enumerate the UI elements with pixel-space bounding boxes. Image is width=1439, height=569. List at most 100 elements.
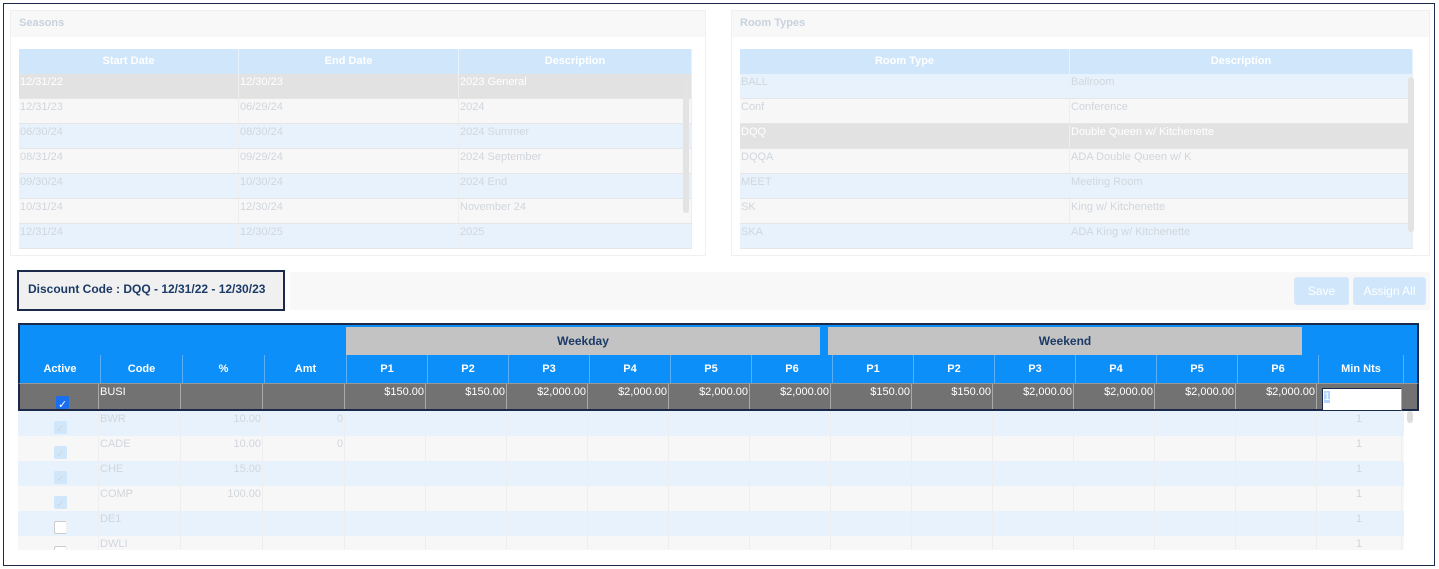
table-row[interactable]: DWLI 1 bbox=[18, 536, 1404, 550]
price-cell bbox=[1236, 511, 1317, 536]
price-cell[interactable]: $2,000.00 bbox=[1236, 384, 1317, 409]
price-cell bbox=[669, 511, 750, 536]
price-cell[interactable]: $150.00 bbox=[426, 384, 507, 409]
table-cell: MEET bbox=[740, 174, 1070, 198]
column-header-p6[interactable]: P6 bbox=[752, 355, 833, 383]
active-cell bbox=[18, 536, 99, 550]
column-header[interactable]: End Date bbox=[239, 49, 459, 74]
room-types-scrollbar[interactable] bbox=[1408, 77, 1414, 232]
table-row[interactable]: DQQ Double Queen w/ Kitchenette bbox=[740, 124, 1413, 149]
column-header-p4[interactable]: P4 bbox=[590, 355, 671, 383]
column-header-p1[interactable]: P1 bbox=[347, 355, 428, 383]
pct-cell[interactable] bbox=[181, 384, 263, 409]
table-row-selected[interactable]: ✓ BUSI $150.00 $150.00 $2,000.00 $2,000.00 $2,… bbox=[18, 383, 1419, 411]
action-bar bbox=[290, 272, 1430, 310]
active-checkbox[interactable]: ✓ bbox=[54, 496, 67, 510]
table-cell: 06/29/24 bbox=[239, 99, 459, 123]
column-header-[interactable]: % bbox=[183, 355, 265, 383]
table-cell: 2024 Summer bbox=[459, 124, 692, 148]
price-cell[interactable]: $150.00 bbox=[912, 384, 993, 409]
table-row[interactable]: 12/31/22 12/30/23 2023 General bbox=[19, 74, 692, 99]
assign-all-button[interactable]: Assign All bbox=[1353, 277, 1426, 305]
table-row[interactable]: ✓ COMP 100.00 1 bbox=[18, 486, 1404, 511]
active-checkbox[interactable]: ✓ bbox=[54, 471, 67, 485]
price-cell bbox=[1155, 511, 1236, 536]
price-cell[interactable]: $2,000.00 bbox=[588, 384, 669, 409]
column-header-p4[interactable]: P4 bbox=[1076, 355, 1157, 383]
column-header-p1[interactable]: P1 bbox=[833, 355, 914, 383]
price-cell bbox=[912, 411, 993, 436]
active-checkbox[interactable] bbox=[54, 521, 67, 534]
table-cell: 10/30/24 bbox=[239, 174, 459, 198]
min-nts-cell: 1 bbox=[1317, 436, 1402, 461]
active-checkbox[interactable]: ✓ bbox=[54, 421, 67, 435]
column-header-code[interactable]: Code bbox=[101, 355, 183, 383]
column-header-p2[interactable]: P2 bbox=[914, 355, 995, 383]
active-checkbox[interactable] bbox=[54, 546, 67, 550]
price-cell bbox=[912, 486, 993, 511]
table-row[interactable]: DE1 1 bbox=[18, 511, 1404, 536]
table-row[interactable]: SKA ADA King w/ Kitchenette bbox=[740, 224, 1413, 249]
min-nts-input[interactable]: 1 bbox=[1322, 388, 1402, 411]
price-cell[interactable]: $150.00 bbox=[345, 384, 426, 409]
price-cell bbox=[345, 511, 426, 536]
amt-cell[interactable] bbox=[263, 384, 345, 409]
table-row[interactable]: 09/30/24 10/30/24 2024 End bbox=[19, 174, 692, 199]
price-cell bbox=[588, 486, 669, 511]
table-row[interactable]: 08/31/24 09/29/24 2024 September bbox=[19, 149, 692, 174]
table-header: Room Type Description bbox=[740, 49, 1413, 74]
price-cell[interactable]: $2,000.00 bbox=[1074, 384, 1155, 409]
table-row[interactable]: ✓ CADE 10.00 0 1 bbox=[18, 436, 1404, 461]
table-row[interactable]: Conf Conference bbox=[740, 99, 1413, 124]
active-cell: ✓ bbox=[18, 436, 99, 461]
table-scrollbar[interactable] bbox=[1407, 411, 1413, 423]
column-header[interactable]: Description bbox=[1070, 49, 1413, 74]
table-row[interactable]: SK King w/ Kitchenette bbox=[740, 199, 1413, 224]
table-cell: Ballroom bbox=[1070, 74, 1413, 98]
table-row[interactable]: 06/30/24 08/30/24 2024 Summer bbox=[19, 124, 692, 149]
column-header-p6[interactable]: P6 bbox=[1238, 355, 1319, 383]
min-nts-value: 1 bbox=[1324, 391, 1331, 403]
seasons-scrollbar[interactable] bbox=[683, 77, 689, 213]
price-cell[interactable]: $2,000.00 bbox=[507, 384, 588, 409]
price-cell bbox=[993, 411, 1074, 436]
price-cell bbox=[993, 461, 1074, 486]
table-cell: ADA Double Queen w/ K bbox=[1070, 149, 1413, 173]
code-cell: CADE bbox=[99, 436, 181, 461]
table-row[interactable]: 10/31/24 12/30/24 November 24 bbox=[19, 199, 692, 224]
table-row[interactable]: BALL Ballroom bbox=[740, 74, 1413, 99]
room-types-panel: Room Types Room Type Description BALL Ballr… bbox=[731, 10, 1430, 256]
table-row[interactable]: 12/31/23 06/29/24 2024 bbox=[19, 99, 692, 124]
table-row[interactable]: MEET Meeting Room bbox=[740, 174, 1413, 199]
price-cell[interactable]: $2,000.00 bbox=[750, 384, 831, 409]
weekday-group-header: Weekday bbox=[346, 327, 820, 355]
price-cell bbox=[993, 536, 1074, 550]
column-header-p3[interactable]: P3 bbox=[509, 355, 590, 383]
column-header-p2[interactable]: P2 bbox=[428, 355, 509, 383]
active-checkbox[interactable]: ✓ bbox=[54, 446, 67, 460]
column-header-p5[interactable]: P5 bbox=[671, 355, 752, 383]
price-cell[interactable]: $2,000.00 bbox=[1155, 384, 1236, 409]
column-header-amt[interactable]: Amt bbox=[265, 355, 347, 383]
column-header[interactable]: Start Date bbox=[19, 49, 239, 74]
table-row[interactable]: ✓ BWR 10.00 0 1 bbox=[18, 411, 1404, 436]
column-header-p3[interactable]: P3 bbox=[995, 355, 1076, 383]
save-button[interactable]: Save bbox=[1294, 277, 1349, 305]
table-row[interactable]: DQQA ADA Double Queen w/ K bbox=[740, 149, 1413, 174]
column-header[interactable]: Description bbox=[459, 49, 692, 74]
amt-cell bbox=[263, 536, 345, 550]
table-row[interactable]: ✓ CHE 15.00 1 bbox=[18, 461, 1404, 486]
price-cell[interactable]: $2,000.00 bbox=[669, 384, 750, 409]
column-header-active[interactable]: Active bbox=[20, 355, 101, 383]
column-header-min-nts[interactable]: Min Nts bbox=[1319, 355, 1404, 383]
price-cell[interactable]: $2,000.00 bbox=[993, 384, 1074, 409]
table-row[interactable]: 12/31/24 12/30/25 2025 bbox=[19, 224, 692, 249]
price-cell[interactable]: $150.00 bbox=[831, 384, 912, 409]
active-checkbox[interactable]: ✓ bbox=[56, 396, 69, 411]
active-cell bbox=[18, 511, 99, 536]
column-header-p5[interactable]: P5 bbox=[1157, 355, 1238, 383]
pct-cell: 100.00 bbox=[181, 486, 263, 511]
table-cell: DQQA bbox=[740, 149, 1070, 173]
table-cell: 12/31/24 bbox=[19, 224, 239, 248]
column-header[interactable]: Room Type bbox=[740, 49, 1070, 74]
